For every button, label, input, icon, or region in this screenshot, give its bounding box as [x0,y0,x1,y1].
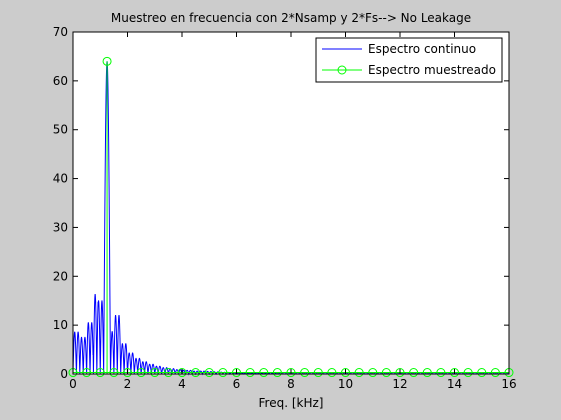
y-tick-label: 0 [60,367,68,381]
legend-label-muestreado: Espectro muestreado [368,63,496,77]
legend-box [315,37,503,83]
y-tick-label: 30 [53,220,68,234]
stem-marker [102,56,112,66]
x-tick-label: 0 [69,377,77,391]
x-axis-label: Freq. [kHz] [259,396,324,410]
legend-marker-muestreado [337,65,347,75]
x-tick-label: 16 [501,377,516,391]
x-tick-label: 12 [392,377,407,391]
x-tick-label: 8 [287,377,295,391]
x-tick-label: 2 [124,377,132,391]
chart-title: Muestreo en frecuencia con 2*Nsamp y 2*F… [111,11,471,25]
axes-background [73,32,509,374]
x-tick-label: 10 [338,377,353,391]
y-tick-label: 60 [53,74,68,88]
legend: Espectro continuo Espectro muestreado [315,37,503,83]
x-tick-label: 6 [233,377,241,391]
legend-label-continuo: Espectro continuo [368,42,476,56]
y-tick-label: 70 [53,25,68,39]
x-tick-label: 4 [178,377,186,391]
axis-ticks: 0 2 4 6 8 10 12 14 16 0 10 20 30 40 50 60 70 [53,25,517,391]
y-tick-label: 20 [53,269,68,283]
x-tick-label: 14 [447,377,462,391]
y-tick-label: 50 [53,123,68,137]
y-tick-label: 10 [53,318,68,332]
y-tick-label: 40 [53,172,68,186]
